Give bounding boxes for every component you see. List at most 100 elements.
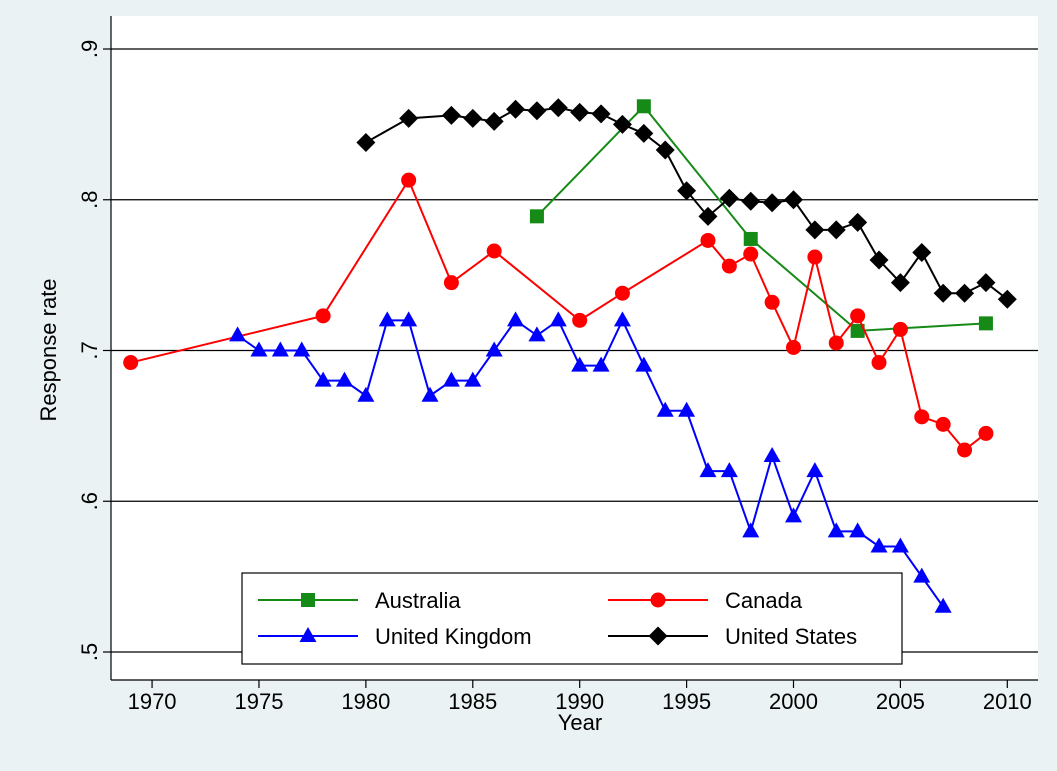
y-axis-title: Response rate [36,278,61,421]
data-point-united-states [762,193,782,213]
data-point-united-states [506,99,526,119]
data-point-australia [636,99,651,114]
data-point-united-kingdom [293,341,311,357]
data-point-united-kingdom [421,386,439,402]
data-point-united-kingdom [485,341,503,357]
x-tick-label: 1975 [234,689,283,714]
data-point-australia [978,316,993,331]
legend-marker-united-kingdom [299,627,317,642]
legend-label-united-kingdom: United Kingdom [375,624,532,649]
data-point-united-kingdom [250,341,268,357]
data-point-australia [743,231,758,246]
legend-marker-australia [301,593,315,607]
data-point-united-kingdom [549,311,567,327]
data-point-united-kingdom [592,356,610,372]
data-point-united-states [612,114,632,134]
data-point-australia [529,209,544,224]
data-point-canada [315,308,331,324]
x-tick-label: 1985 [448,689,497,714]
series-line-united-kingdom [237,318,944,608]
data-point-united-states [890,273,910,293]
data-point-united-states [634,123,654,143]
data-point-united-kingdom [336,371,353,387]
y-tick-label: .9 [77,40,102,58]
data-point-united-kingdom [229,326,247,342]
data-point-canada [486,243,502,259]
data-point-united-states [976,273,996,293]
data-point-united-states [655,140,675,160]
data-point-united-states [741,191,761,211]
legend-box [241,572,903,665]
legend-label-australia: Australia [375,588,461,613]
data-point-canada [786,339,801,355]
data-point-united-states [848,212,868,232]
x-tick-label: 1995 [662,689,711,714]
data-point-canada [828,335,844,351]
data-point-united-states [441,105,461,125]
data-point-canada [743,246,759,262]
data-point-canada [764,294,780,310]
data-point-united-kingdom [528,326,546,342]
series-united-kingdom [229,311,952,613]
data-point-canada [700,232,716,248]
data-point-united-kingdom [785,507,802,523]
data-point-united-kingdom [357,386,375,402]
data-point-united-kingdom [656,401,674,417]
data-point-united-kingdom [742,522,760,538]
data-point-united-kingdom [378,311,396,327]
x-tick-label: 2005 [876,689,925,714]
x-axis-title: Year [558,710,602,735]
axes: .5 .6 .7 .8 .9 1970 1975 1980 1985 1990 1995 2000 20… [77,16,1038,714]
data-point-united-states [805,220,825,240]
series-united-states [356,98,1017,309]
data-point-canada [935,416,951,432]
data-point-united-states [399,108,419,128]
data-point-canada [123,355,139,371]
legend-item-australia: Australia [258,588,461,613]
data-point-united-kingdom [934,597,952,613]
data-point-united-states [548,98,568,118]
data-point-canada [401,172,417,188]
data-point-united-kingdom [613,311,631,327]
legend-label-canada: Canada [725,588,803,613]
legend: Australia Canada United Kingdom United Stat… [241,572,903,665]
y-tick-label: .6 [77,492,102,510]
data-point-australia [850,323,865,338]
data-point-united-kingdom [870,537,888,553]
data-point-canada [978,425,994,441]
legend-item-united-states: United States [608,624,857,649]
data-point-united-kingdom [891,537,909,553]
y-tick-label: .7 [77,341,102,359]
data-point-united-states [997,289,1017,309]
data-point-united-kingdom [678,401,696,417]
data-point-united-kingdom [699,462,717,478]
data-point-united-kingdom [635,356,653,372]
data-point-united-states [826,220,846,240]
x-tick-label: 2010 [983,689,1032,714]
data-point-canada [957,442,973,458]
data-point-united-kingdom [720,462,738,478]
data-point-united-kingdom [314,371,332,387]
data-point-united-states [719,188,739,208]
legend-marker-canada [650,592,666,608]
legend-marker-united-states [648,626,668,646]
x-tick-label: 2000 [769,689,818,714]
data-point-canada [850,308,866,324]
data-point-united-kingdom [913,567,931,583]
data-point-united-kingdom [849,522,867,538]
data-point-canada [614,285,630,301]
data-point-united-states [955,283,975,303]
data-point-united-kingdom [400,311,418,327]
series-canada [123,172,994,458]
x-tick-label: 1970 [128,689,177,714]
data-point-united-kingdom [763,447,781,463]
y-tick-label: .8 [77,191,102,209]
data-point-united-kingdom [806,462,824,478]
data-point-united-states [484,111,504,131]
data-point-united-states [677,181,697,201]
data-point-canada [721,258,737,274]
data-point-united-kingdom [507,311,525,327]
legend-item-canada: Canada [608,588,803,613]
data-point-united-kingdom [571,356,589,372]
data-point-united-states [912,243,932,263]
